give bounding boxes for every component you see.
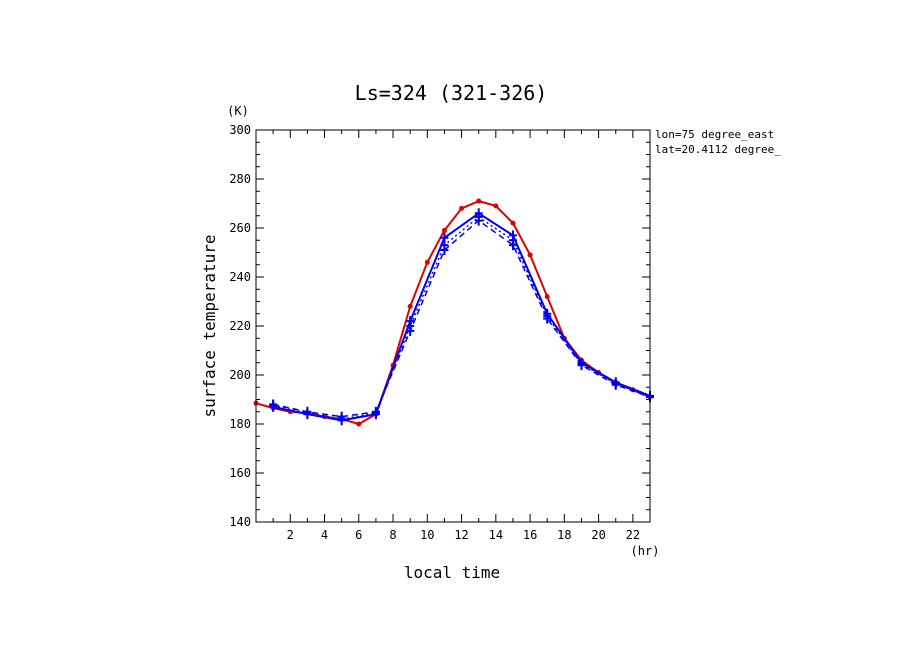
data-point bbox=[371, 407, 380, 418]
data-point bbox=[424, 259, 430, 265]
x-tick-label: 20 bbox=[591, 528, 605, 542]
annotation-lat: lat=20.4112 degree_ bbox=[655, 143, 781, 156]
series-line bbox=[272, 219, 651, 418]
y-tick-label: 140 bbox=[229, 515, 251, 529]
data-point bbox=[544, 294, 550, 300]
data-point bbox=[543, 311, 552, 322]
data-point bbox=[406, 321, 415, 331]
y-tick-label: 240 bbox=[229, 270, 251, 284]
data-point bbox=[440, 240, 449, 251]
x-tick-label: 4 bbox=[321, 528, 328, 542]
series-line bbox=[272, 212, 651, 422]
series-3 bbox=[269, 211, 654, 425]
data-point bbox=[474, 211, 483, 222]
data-point bbox=[476, 198, 482, 204]
y-tick-label: 220 bbox=[229, 319, 251, 333]
y-unit-label: (K) bbox=[227, 104, 249, 118]
y-tick-label: 200 bbox=[229, 368, 251, 382]
x-axis-label: local time bbox=[404, 563, 500, 582]
x-tick-label: 10 bbox=[420, 528, 434, 542]
data-point bbox=[356, 421, 362, 427]
axes: 2 4 6 8 10 12 14 16 18 20 22 140 160 180 200 220 240 260 2… bbox=[229, 123, 650, 542]
x-tick-label: 8 bbox=[389, 528, 396, 542]
y-tick-label: 180 bbox=[229, 417, 251, 431]
y-tick-label: 280 bbox=[229, 172, 251, 186]
data-point bbox=[407, 303, 413, 309]
series-line bbox=[255, 200, 651, 426]
y-axis-label: surface temperature bbox=[200, 234, 219, 417]
series-2 bbox=[269, 215, 654, 422]
data-point bbox=[337, 414, 346, 425]
data-point bbox=[459, 205, 465, 211]
data-point bbox=[269, 400, 278, 411]
x-tick-label: 12 bbox=[454, 528, 468, 542]
data-point bbox=[303, 407, 312, 418]
x-tick-label: 16 bbox=[523, 528, 537, 542]
data-point bbox=[577, 358, 586, 369]
y-tick-label: 260 bbox=[229, 221, 251, 235]
y-tick-label: 300 bbox=[229, 123, 251, 137]
y-tick-label: 160 bbox=[229, 466, 251, 480]
series-line bbox=[272, 216, 651, 420]
x-tick-label: 18 bbox=[557, 528, 571, 542]
x-tick-label: 2 bbox=[287, 528, 294, 542]
chart-title: Ls=324 (321-326) bbox=[355, 81, 548, 105]
x-unit-label: (hr) bbox=[631, 544, 660, 558]
x-tick-label: 22 bbox=[626, 528, 640, 542]
data-point bbox=[527, 252, 533, 258]
data-point bbox=[510, 220, 516, 226]
x-tick-label: 14 bbox=[489, 528, 503, 542]
plot-frame bbox=[255, 129, 651, 523]
annotation-lon: lon=75 degree_east bbox=[655, 128, 774, 141]
data-point bbox=[611, 378, 620, 389]
data-point bbox=[493, 203, 499, 209]
data-point bbox=[508, 235, 517, 246]
series-group bbox=[253, 198, 654, 427]
series-1 bbox=[269, 208, 654, 426]
data-point bbox=[441, 227, 447, 233]
x-tick-label: 6 bbox=[355, 528, 362, 542]
